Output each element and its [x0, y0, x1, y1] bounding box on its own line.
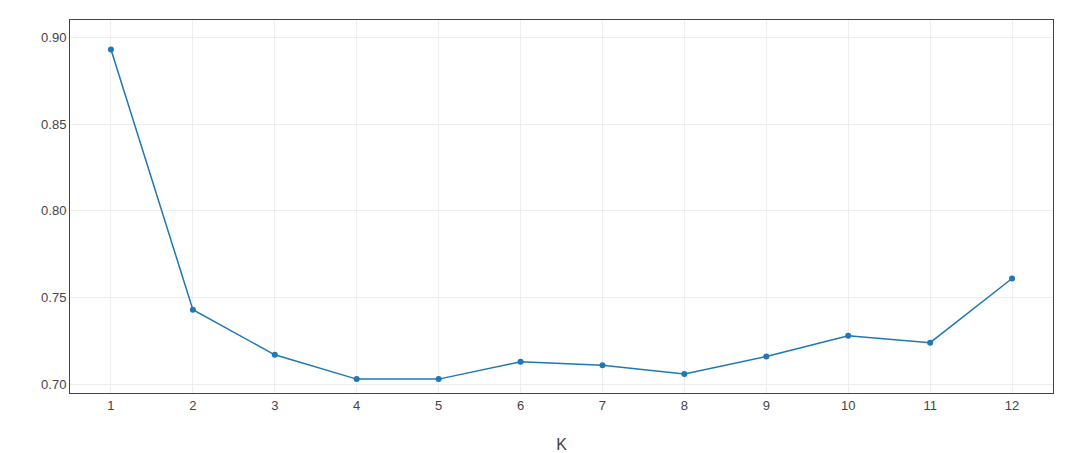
svg-text:12: 12: [1005, 398, 1019, 413]
svg-text:0.75: 0.75: [41, 290, 66, 305]
svg-text:0.90: 0.90: [41, 30, 66, 45]
svg-text:8: 8: [681, 398, 688, 413]
svg-text:5: 5: [435, 398, 442, 413]
svg-text:9: 9: [763, 398, 770, 413]
svg-text:2: 2: [189, 398, 196, 413]
svg-text:4: 4: [353, 398, 360, 413]
svg-text:0.70: 0.70: [41, 377, 66, 392]
svg-text:3: 3: [271, 398, 278, 413]
svg-text:6: 6: [517, 398, 524, 413]
svg-text:1: 1: [107, 398, 114, 413]
svg-text:K: K: [556, 436, 567, 453]
svg-text:0.85: 0.85: [41, 117, 66, 132]
svg-text:0.80: 0.80: [41, 203, 66, 218]
svg-text:7: 7: [599, 398, 606, 413]
svg-text:11: 11: [923, 398, 937, 413]
svg-text:10: 10: [841, 398, 855, 413]
